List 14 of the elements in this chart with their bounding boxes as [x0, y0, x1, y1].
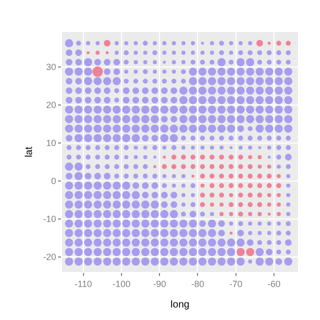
- x-axis-title: long: [170, 299, 190, 310]
- y-tick-label: 0: [51, 176, 56, 186]
- x-tick-label: -60: [267, 278, 280, 289]
- x-tick-label: -100: [112, 278, 130, 289]
- y-tick-label: 10: [46, 138, 56, 148]
- x-tick-label: -80: [191, 278, 204, 289]
- x-tick-label: -110: [74, 278, 92, 289]
- y-axis-title: lat: [24, 146, 36, 158]
- y-tick-label: 30: [46, 62, 56, 72]
- y-tick-label: -10: [43, 214, 56, 224]
- y-tick-label: -20: [43, 252, 56, 262]
- x-tick-label: -90: [153, 278, 166, 289]
- y-tick-label: 20: [46, 100, 56, 110]
- x-tick-label: -70: [229, 278, 242, 289]
